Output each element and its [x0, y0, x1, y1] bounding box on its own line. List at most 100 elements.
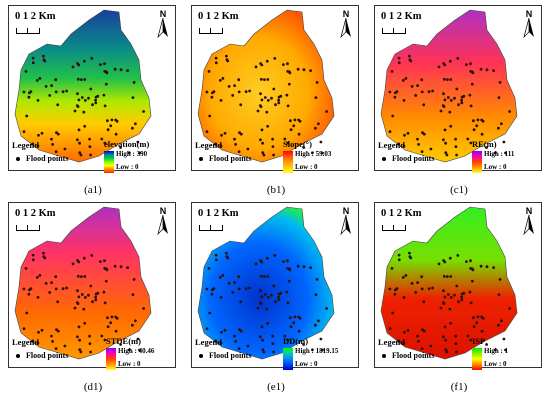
flood-point: [457, 103, 460, 107]
panel-c1: 0 1 2 Km N Legend Flood points RE(m) Hig…: [374, 5, 544, 196]
flood-point: [485, 343, 488, 346]
flood-point: [302, 343, 305, 346]
scale-label: 0 1 2 Km: [15, 208, 56, 219]
flood-point: [289, 119, 292, 123]
flood-point: [492, 266, 495, 269]
flood-point: [472, 128, 476, 132]
legend-flood-points: Flood points: [378, 154, 434, 163]
flood-point: [28, 288, 31, 292]
panel-caption: (f1): [450, 381, 468, 393]
flood-point: [87, 293, 90, 297]
flood-point: [431, 286, 434, 290]
flood-point: [131, 126, 134, 130]
flood-point: [83, 275, 87, 278]
legend-title: Legend: [12, 337, 39, 347]
flood-point: [508, 110, 511, 113]
flood-point: [24, 267, 28, 270]
flood-point: [472, 325, 476, 329]
flood-point: [446, 293, 450, 296]
flood-point: [265, 256, 269, 260]
flood-point: [441, 301, 445, 304]
flood-point: [259, 274, 263, 278]
flood-point: [286, 267, 290, 270]
flood-point: [76, 77, 80, 81]
flood-point: [263, 96, 267, 99]
flood-point: [237, 287, 241, 291]
flood-point: [309, 266, 312, 269]
map-relief: [380, 9, 518, 163]
flood-point: [42, 251, 45, 255]
flood-point: [218, 276, 222, 279]
panel-d1: 0 1 2 Km N Legend Flood points STDE(m) H…: [8, 202, 178, 393]
flood-point: [456, 254, 460, 257]
flood-point: [454, 137, 457, 141]
flood-point: [114, 315, 118, 319]
flood-point: [287, 279, 291, 283]
flood-point: [445, 350, 449, 354]
flood-point: [221, 77, 225, 80]
flood-point: [211, 288, 214, 292]
flood-point: [104, 82, 108, 86]
flood-point: [325, 307, 328, 310]
flood-point: [128, 151, 131, 155]
flood-point: [214, 61, 218, 65]
flood-point: [36, 296, 40, 299]
flood-point: [476, 118, 480, 122]
scale-bar: [16, 225, 40, 231]
flood-point: [218, 79, 222, 82]
scale-bar: [199, 225, 223, 231]
flood-point: [263, 275, 266, 278]
flood-points: [22, 251, 146, 354]
flood-point: [103, 70, 107, 73]
panel-f1: 0 1 2 Km N Legend Flood points ISP High …: [374, 202, 544, 393]
flood-point: [54, 90, 58, 94]
flood-point: [393, 95, 397, 99]
variable-title: RE(m): [472, 139, 497, 149]
flood-point: [422, 300, 426, 304]
flood-point: [76, 92, 79, 96]
flood-point: [22, 327, 26, 330]
flood-point: [38, 274, 42, 277]
flood-point: [88, 145, 92, 149]
flood-point: [31, 56, 35, 60]
flood-point: [94, 98, 97, 102]
flood-point: [78, 141, 81, 145]
color-ramp: [472, 151, 482, 173]
flood-point: [259, 289, 262, 293]
flood-point: [470, 279, 474, 283]
flood-point: [223, 131, 227, 135]
flood-point: [261, 348, 265, 352]
flood-point: [397, 339, 400, 343]
flood-point: [80, 96, 84, 99]
flood-point: [37, 133, 40, 137]
flood-point: [321, 151, 324, 155]
panel-caption: (e1): [267, 381, 285, 393]
flood-point: [314, 126, 317, 130]
flood-point: [258, 301, 262, 304]
flood-point: [233, 334, 236, 338]
flood-points: [388, 251, 511, 354]
flood-point: [443, 325, 447, 329]
flood-point: [455, 284, 459, 288]
flood-point: [271, 334, 274, 338]
legend-flood-points: Flood points: [378, 351, 434, 360]
flood-point: [110, 118, 114, 122]
flood-point: [36, 341, 40, 345]
flood-point: [471, 268, 475, 272]
flood-point: [417, 143, 420, 146]
flood-point: [465, 260, 468, 263]
flood-point: [279, 291, 283, 295]
flood-point: [31, 339, 34, 343]
legend-high: High : 59.03: [295, 150, 332, 158]
flood-point: [449, 296, 453, 299]
flood-point: [497, 96, 501, 99]
legend-low: Low : 0: [295, 360, 318, 368]
flood-point: [454, 145, 458, 149]
legend-low: Low : 0: [118, 360, 141, 368]
flood-point: [446, 275, 449, 278]
flood-point: [256, 306, 260, 310]
flood-point: [88, 342, 92, 345]
flood-point: [263, 293, 267, 296]
flood-point: [282, 260, 285, 263]
flood-point: [248, 89, 251, 93]
